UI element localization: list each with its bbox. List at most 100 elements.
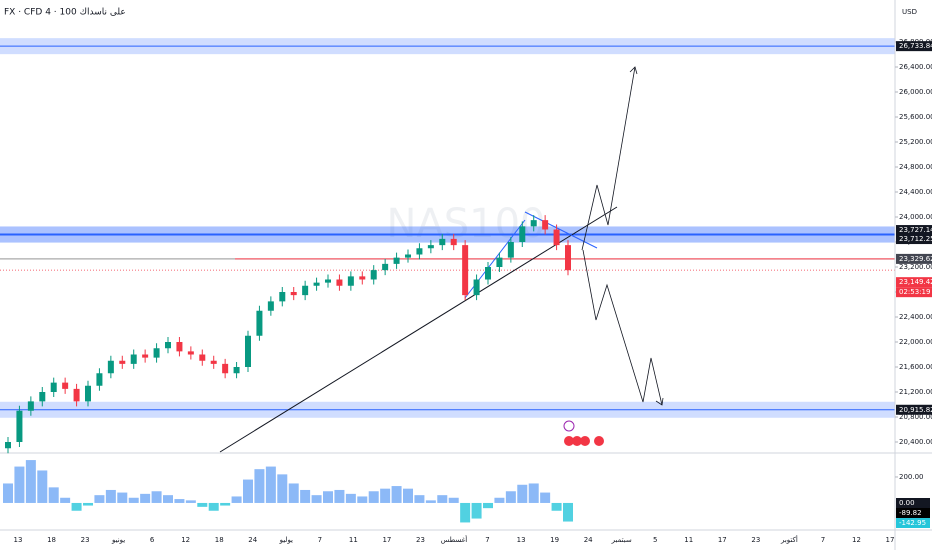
price-label: 0.00 — [899, 499, 915, 507]
candle-body — [496, 257, 503, 267]
candle-body — [222, 363, 229, 374]
x-tick-label: 17 — [382, 536, 391, 544]
x-tick-label: أغسطس — [441, 535, 468, 544]
candle-body — [16, 410, 23, 442]
event-icon[interactable] — [563, 420, 575, 432]
histogram-bar — [483, 502, 493, 509]
arrow-head — [655, 397, 664, 406]
histogram-bar — [414, 495, 425, 503]
candle-body — [199, 354, 206, 361]
event-icon[interactable] — [580, 436, 590, 446]
x-tick-label: 11 — [349, 536, 358, 544]
histogram-bar — [151, 491, 162, 503]
histogram-bar — [380, 488, 391, 503]
level-label: 23,712.25 — [899, 235, 932, 243]
candle-body — [245, 335, 251, 367]
histogram-bar — [185, 500, 196, 503]
candle-body — [96, 373, 103, 386]
histogram-bar — [243, 479, 253, 503]
y-tick-label: 20,800.00 — [899, 413, 932, 421]
candle-body — [130, 354, 137, 364]
event-icon[interactable] — [572, 436, 582, 446]
candle-body — [62, 382, 69, 389]
histogram-bar — [94, 495, 105, 503]
histogram-bar — [288, 483, 299, 503]
price-label: -89.82 — [899, 509, 922, 517]
x-tick-label: 13 — [517, 536, 526, 544]
histogram-bar — [368, 491, 379, 503]
candle-body — [210, 360, 217, 364]
candle-body — [462, 245, 469, 296]
x-tick-label: سبتمبر — [611, 536, 632, 544]
level-label-box — [896, 234, 932, 245]
candle-body — [393, 257, 400, 264]
x-tick-label: 12 — [181, 536, 190, 544]
candle-body — [233, 367, 240, 374]
x-tick-label: 23 — [81, 536, 90, 544]
histogram-bar — [83, 502, 93, 506]
candle-body — [530, 220, 537, 227]
histogram-bar — [174, 499, 185, 503]
event-icon[interactable] — [594, 436, 604, 446]
histogram-bar — [323, 491, 333, 503]
candle-body — [473, 279, 480, 296]
histogram-bar — [208, 502, 219, 511]
y-tick-label: 25,600.00 — [899, 113, 932, 121]
x-tick-label: 6 — [150, 536, 155, 544]
x-tick-label: 12 — [852, 536, 861, 544]
histogram-bar — [60, 497, 71, 503]
x-tick-label: 5 — [653, 536, 657, 544]
projection-down — [582, 249, 663, 406]
histogram-bar — [471, 502, 482, 519]
y-tick-label: 26,400.00 — [899, 63, 932, 71]
histogram-bar — [105, 489, 116, 503]
candle-body — [153, 348, 160, 358]
candle-body — [142, 354, 149, 358]
candle-body — [119, 360, 126, 364]
histogram-bar — [117, 492, 128, 503]
arrow-head — [629, 66, 638, 75]
event-icon[interactable] — [564, 436, 574, 446]
candle-body — [5, 442, 11, 449]
projection-up — [581, 66, 636, 251]
candle-body — [519, 226, 526, 242]
y-tick-label: 25,200.00 — [899, 138, 932, 146]
level-label: 20,915.82 — [899, 406, 932, 414]
y-tick-label: 20,400.00 — [899, 438, 932, 446]
x-tick-label: 7 — [821, 536, 825, 544]
candle-body — [336, 279, 343, 286]
x-tick-label: 17 — [886, 536, 895, 544]
x-tick-label: 18 — [47, 536, 56, 544]
x-tick-label: 19 — [550, 536, 559, 544]
currency[interactable]: USD — [902, 8, 917, 16]
candle-body — [485, 267, 491, 280]
histogram-bar — [300, 489, 311, 503]
histogram-bar — [505, 491, 516, 503]
candle-body — [565, 245, 571, 271]
y-tick-label: 200.00 — [899, 473, 924, 481]
histogram-bar — [48, 487, 59, 503]
y-tick-label: 23,200.00 — [899, 263, 932, 271]
x-tick-label: 17 — [718, 536, 727, 544]
x-tick-label: 24 — [584, 536, 593, 544]
candle-body — [187, 351, 194, 355]
x-tick-label: 24 — [248, 536, 257, 544]
candle-body — [439, 238, 446, 246]
x-tick-label: يوليو — [279, 536, 293, 544]
x-tick-label: 23 — [751, 536, 760, 544]
y-tick-label: 26,000.00 — [899, 88, 932, 96]
histogram-bar — [311, 495, 322, 503]
histogram-bar — [128, 497, 139, 503]
histogram-bar — [345, 493, 356, 503]
candle-body — [256, 310, 263, 336]
candle-body — [50, 382, 57, 392]
histogram-bar — [37, 470, 48, 503]
histogram-bar — [540, 492, 551, 503]
candle-body — [107, 360, 114, 374]
price-label-box — [896, 518, 930, 528]
wedge-line — [524, 211, 598, 249]
histogram-bar — [334, 489, 345, 503]
histogram-bar — [277, 474, 288, 503]
candle-body — [39, 392, 46, 402]
symbol-title[interactable]: FX · CFD على ناسداك 100 · 4 — [4, 8, 126, 18]
